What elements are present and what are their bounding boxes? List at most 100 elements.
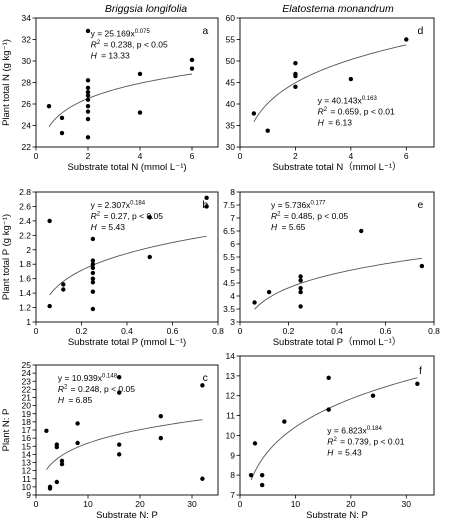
data-point: [85, 85, 91, 91]
data-point: [266, 289, 272, 295]
y-tick-label: 25: [22, 360, 32, 370]
data-point: [59, 130, 65, 136]
fit-curve: [253, 44, 407, 123]
fit-equation-exponent: 0.177: [311, 200, 327, 206]
data-point: [252, 441, 258, 446]
y-tick-label: 3: [230, 317, 235, 327]
x-tick-label: 4: [348, 151, 353, 161]
data-point: [85, 116, 91, 122]
data-point: [298, 289, 303, 295]
y-tick-label: 2: [26, 245, 31, 255]
fit-equation: y = 25.169x0.075: [91, 28, 151, 38]
fit-equation-base: y = 2.307x: [91, 200, 131, 210]
y-tick-label: 17: [22, 425, 32, 435]
x-axis-label: Substrate total P（mmol L⁻¹）: [273, 336, 402, 348]
left-column-header: Briggsia longifolia: [105, 3, 187, 15]
data-point: [282, 419, 287, 424]
data-point: [54, 479, 59, 485]
y-tick-label: 16: [22, 433, 32, 443]
y-tick-label: 2.4: [19, 216, 31, 226]
fit-equation-base: y = 10.939x: [58, 373, 103, 383]
data-point: [251, 111, 257, 116]
y-tick-label: 28: [22, 78, 32, 88]
panel-b: 0 0.2 0.4 0.6 0.8 1 1.2 1.4 1.6 1.8 2 2.2 2.4 2.6 2.8 S…: [1, 187, 224, 348]
x-tick-label: 0.8: [428, 326, 440, 336]
data-point: [85, 89, 91, 95]
y-tick-label: 1.2: [19, 303, 31, 313]
y-tick-label: 1.4: [19, 288, 31, 298]
y-tick-label: 7.5: [223, 200, 235, 210]
r-squared: R2 = 0.659, p < 0.01: [318, 106, 395, 116]
y-tick-label: 10: [22, 482, 32, 492]
y-tick-label: 7: [230, 213, 235, 223]
y-tick-label: 22: [22, 142, 32, 152]
data-point: [204, 204, 209, 209]
h-symbol: H: [91, 222, 98, 232]
y-tick-label: 11: [22, 474, 31, 484]
r-squared: R2 = 0.485, p < 0.05: [271, 211, 348, 221]
y-tick-label: 8: [230, 470, 235, 480]
y-tick-label: 32: [22, 35, 32, 45]
y-tick-label: 20: [22, 401, 32, 411]
data-point: [90, 262, 96, 267]
data-point: [147, 254, 152, 260]
panel-d: 0 2 4 6 30 35 40 45 50 55 60 Substrate total N（mmol…: [226, 13, 435, 173]
y-tick-label: 21: [22, 393, 32, 403]
y-tick-label: 5: [230, 265, 235, 275]
x-tick-label: 30: [402, 499, 412, 509]
x-tick-label: 6: [404, 151, 409, 161]
r-squared-value: = 0.485, p < 0.05: [282, 211, 349, 221]
h-statistic-value: = 6.85: [66, 395, 93, 405]
panel-c: 0 10 20 30910111213141516171819202122232425…: [1, 360, 219, 518]
data-point: [137, 71, 143, 77]
data-point: [85, 97, 91, 102]
data-point: [47, 486, 53, 491]
y-tick-label: 11: [226, 411, 235, 421]
r-squared: R2 = 0.238, p < 0.05: [91, 39, 168, 49]
data-point: [90, 258, 96, 263]
data-point: [117, 374, 122, 380]
plot-frame: [239, 17, 435, 148]
y-tick-label: 13: [226, 371, 236, 381]
h-statistic-value: = 5.43: [99, 222, 126, 232]
fit-equation-base: y = 5.736x: [271, 200, 311, 210]
x-tick-label: 0: [238, 326, 243, 336]
data-point: [47, 218, 52, 224]
y-tick-label: 4.5: [223, 278, 235, 288]
data-point: [59, 461, 65, 467]
fit-curve: [254, 257, 422, 310]
r-squared: R2 = 0.248, p < 0.05: [58, 384, 135, 394]
data-point: [85, 28, 91, 34]
x-tick-label: 0.2: [283, 326, 295, 336]
r-squared-exponent: 2: [277, 211, 281, 217]
fit-equation-base: y = 25.169x: [91, 28, 136, 38]
x-tick-label: 0.4: [331, 326, 343, 336]
x-tick-label: 0: [238, 499, 243, 509]
y-tick-label: 6.5: [223, 226, 235, 236]
r-squared-value: = 0.659, p < 0.01: [328, 106, 395, 116]
y-tick-label: 23: [22, 376, 32, 386]
r-squared-value: = 0.739, p < 0.01: [338, 437, 405, 447]
panel-f: 0 10 20 30 7 8 9 10 11 12 13 14 Substrate N: P f y = 6…: [226, 351, 435, 518]
data-point: [293, 84, 298, 90]
y-tick-label: 10: [226, 430, 236, 440]
data-point: [117, 442, 122, 447]
y-tick-label: 1.8: [19, 259, 31, 269]
y-tick-label: 30: [226, 142, 236, 152]
fit-curve: [250, 377, 418, 481]
data-point: [117, 452, 122, 457]
data-point: [359, 228, 364, 234]
data-point: [158, 413, 163, 419]
data-point: [259, 482, 265, 488]
panel-letter: a: [202, 25, 208, 37]
r-symbol: R: [58, 384, 64, 394]
x-tick-label: 0: [34, 151, 39, 161]
y-axis-label: Plant total N (g kg⁻¹): [1, 39, 12, 126]
data-point: [298, 286, 303, 291]
panel-letter: f: [419, 365, 422, 377]
h-symbol: H: [271, 222, 278, 232]
fit-equation-exponent: 0.184: [367, 426, 383, 432]
data-point: [404, 37, 409, 42]
x-tick-label: 0: [238, 151, 243, 161]
data-point: [85, 103, 91, 109]
